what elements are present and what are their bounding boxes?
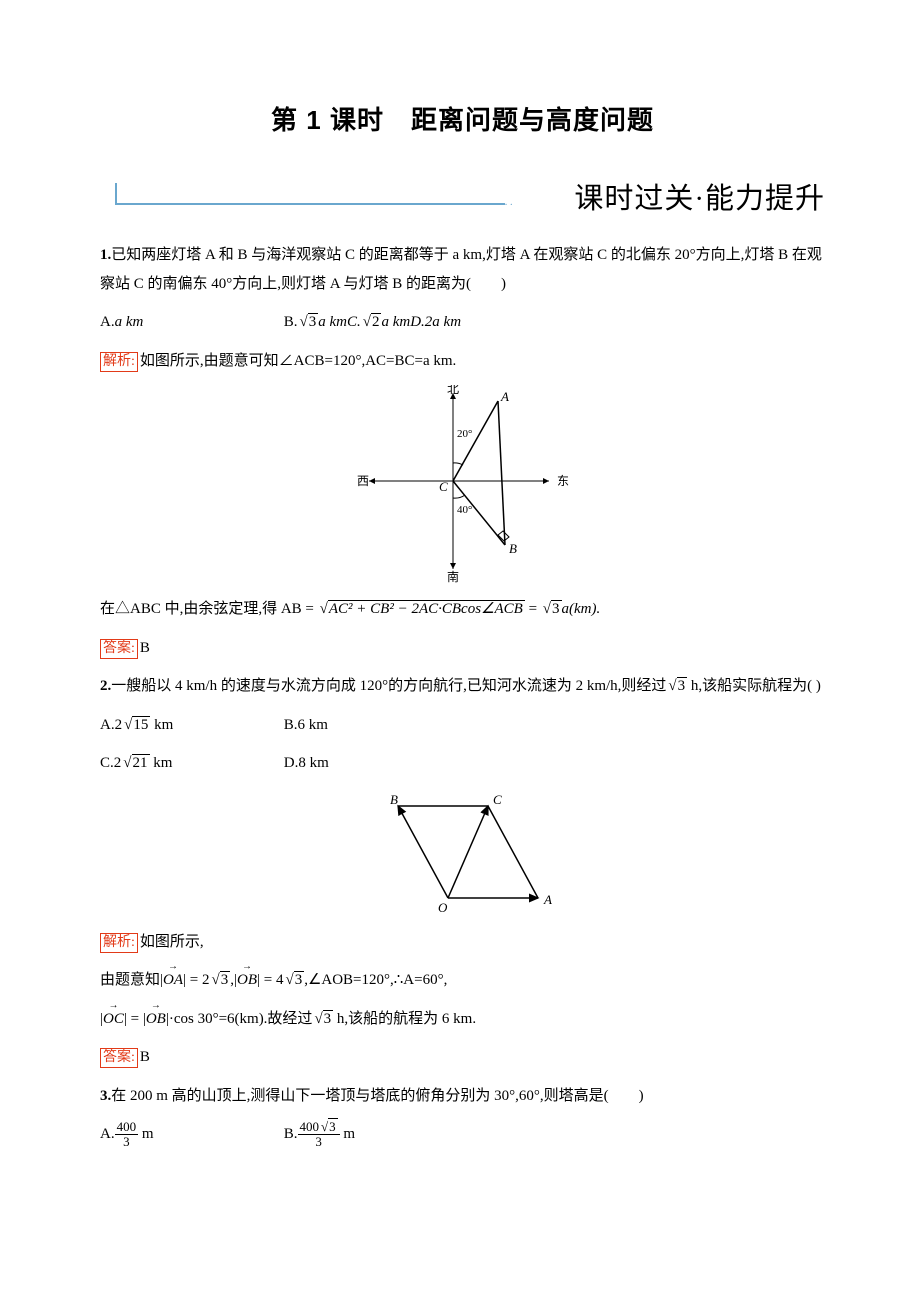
q3-optB-pre: B.	[284, 1126, 298, 1142]
q2-optA-pre: A.2	[100, 717, 122, 733]
q2-label-B: B	[390, 792, 398, 807]
q1-answer-row: 答案:B	[100, 634, 825, 663]
q2-r1: 3	[220, 971, 231, 988]
q1-optB-suf: a kmC.	[318, 314, 361, 330]
q2-OA: OA	[163, 972, 183, 988]
q2-stem: 2.一艘船以 4 km/h 的速度与水流方向成 120°的方向航行,已知河水流速…	[100, 672, 825, 701]
q2-analysis-text: 如图所示,	[140, 934, 204, 950]
q2-l3-suf: h,该船的航程为 6 km.	[333, 1011, 476, 1027]
q1-tri-suf: a(km).	[562, 601, 601, 617]
q2-r2: 3	[294, 971, 305, 988]
q1-optC-suf: a kmD.2a km	[381, 314, 461, 330]
q2-optA-suf: km	[150, 717, 173, 733]
label-north: 北	[446, 385, 458, 396]
q2-options-row1: A.2√15 km B.6 km	[100, 711, 825, 740]
q1-text: 已知两座灯塔 A 和 B 与海洋观察站 C 的距离都等于 a km,灯塔 A 在…	[100, 247, 822, 292]
q3-optA-pre: A.	[100, 1126, 115, 1142]
q1-stem: 1.已知两座灯塔 A 和 B 与海洋观察站 C 的距离都等于 a km,灯塔 A…	[100, 241, 825, 298]
label-B: B	[509, 541, 517, 556]
q2-sep: ,|	[230, 972, 237, 988]
label-east: 东	[557, 474, 569, 488]
q2-eq1: | = 2	[183, 972, 209, 988]
q2-options-row2: C.2√21 km D.8 km	[100, 749, 825, 778]
q2-optB: B.6 km	[284, 717, 328, 733]
q2-optD: D.8 km	[284, 755, 329, 771]
q2-eq2: | = 4	[257, 972, 283, 988]
q2-text-suf: h,该船实际航程为( )	[687, 678, 821, 694]
q2-optA-body: 15	[132, 716, 150, 733]
q2-OC: OC	[103, 1011, 124, 1027]
q2-OB2: OB	[146, 1011, 166, 1027]
q2-label-A: A	[543, 892, 552, 907]
q2-number: 2.	[100, 678, 111, 694]
banner-corner	[115, 183, 117, 205]
q3-optB-den: 3	[298, 1135, 340, 1149]
q2-figure: B C O A	[100, 788, 825, 918]
banner-rule	[115, 203, 505, 205]
q1-optA-label: A.	[100, 314, 115, 330]
q3-number: 3.	[100, 1088, 111, 1104]
q1-optB-label: B.	[284, 314, 298, 330]
q3-optB-suf: m	[340, 1126, 355, 1142]
q1-optC-rad: 2	[371, 313, 382, 330]
q2-text-pre: 一艘船以 4 km/h 的速度与水流方向成 120°的方向航行,已知河水流速为 …	[111, 678, 666, 694]
q2-eq4: |·cos 30°=6(km).故经过	[166, 1011, 313, 1027]
q1-optB-rad: 3	[308, 313, 319, 330]
q1-number: 1.	[100, 247, 111, 263]
section-banner: ··· 课时过关·能力提升	[100, 169, 825, 215]
analysis-label: 解析:	[100, 352, 138, 372]
q2-tail: ,∠AOB=120°,∴A=60°,	[304, 972, 447, 988]
q1-optA: a km	[115, 314, 144, 330]
q1-tri-inner: AC² + CB² − 2AC·CBcos∠ACB	[328, 600, 525, 617]
q2-label-C: C	[493, 792, 502, 807]
q3-optA-suf: m	[138, 1126, 153, 1142]
q2-text-rad: 3	[677, 677, 688, 694]
q3-optA-den: 3	[115, 1135, 139, 1149]
q1-analysis-text: 如图所示,由题意可知∠ACB=120°,AC=BC=a km.	[140, 353, 456, 369]
answer-label: 答案:	[100, 639, 138, 659]
analysis-label-2: 解析:	[100, 933, 138, 953]
q3-stem: 3.在 200 m 高的山顶上,测得山下一塔顶与塔底的俯角分别为 30°,60°…	[100, 1082, 825, 1111]
q3-text: 在 200 m 高的山顶上,测得山下一塔顶与塔底的俯角分别为 30°,60°,则…	[111, 1088, 643, 1104]
label-C: C	[439, 479, 448, 494]
q3-optB-r: 3	[328, 1118, 338, 1134]
q1-figure: 北 南 东 西 A B C 20° 40°	[100, 385, 825, 585]
q1-cosine: 在△ABC 中,由余弦定理,得 AB = √AC² + CB² − 2AC·CB…	[100, 595, 825, 624]
q1-analysis: 解析:如图所示,由题意可知∠ACB=120°,AC=BC=a km.	[100, 347, 825, 376]
page-title: 第 1 课时 距离问题与高度问题	[100, 100, 825, 137]
label-south: 南	[446, 569, 458, 584]
label-west: 西	[357, 474, 369, 488]
q2-eq3: | = |	[124, 1011, 146, 1027]
q2-answer: B	[140, 1049, 150, 1065]
q1-answer: B	[140, 640, 150, 656]
q1-options: A.a km B.√3a kmC.√2a kmD.2a km	[100, 308, 825, 337]
label-A: A	[500, 389, 509, 404]
banner-text: 课时过关·能力提升	[574, 175, 825, 217]
q2-analysis: 解析:如图所示,	[100, 928, 825, 957]
q2-optC-pre: C.2	[100, 755, 121, 771]
label-40: 40°	[457, 504, 472, 516]
q1-tri-text: 在△ABC 中,由余弦定理,得 AB =	[100, 601, 318, 617]
q2-r3: 3	[323, 1010, 334, 1027]
q2-line2: 由题意知|→OA| = 2√3,|→OB| = 4√3,∠AOB=120°,∴A…	[100, 966, 825, 995]
q2-l2-pre: 由题意知|	[100, 972, 163, 988]
q2-OB: OB	[237, 972, 257, 988]
q2-optC-suf: km	[150, 755, 173, 771]
q1-tri-eq: =	[525, 601, 541, 617]
q2-label-O: O	[438, 900, 448, 915]
q3-optA-num: 400	[115, 1120, 139, 1135]
q3-options: A.4003 m B.400√33 m	[100, 1120, 825, 1150]
q3-optB-n: 400	[300, 1119, 320, 1134]
label-20: 20°	[457, 428, 472, 440]
banner-dots: ···	[499, 200, 515, 211]
q2-optC-body: 21	[132, 754, 150, 771]
q1-tri-res: 3	[551, 600, 562, 617]
q2-answer-row: 答案:B	[100, 1043, 825, 1072]
answer-label-2: 答案:	[100, 1048, 138, 1068]
q2-line3: |→OC| = |→OB|·cos 30°=6(km).故经过√3 h,该船的航…	[100, 1005, 825, 1034]
